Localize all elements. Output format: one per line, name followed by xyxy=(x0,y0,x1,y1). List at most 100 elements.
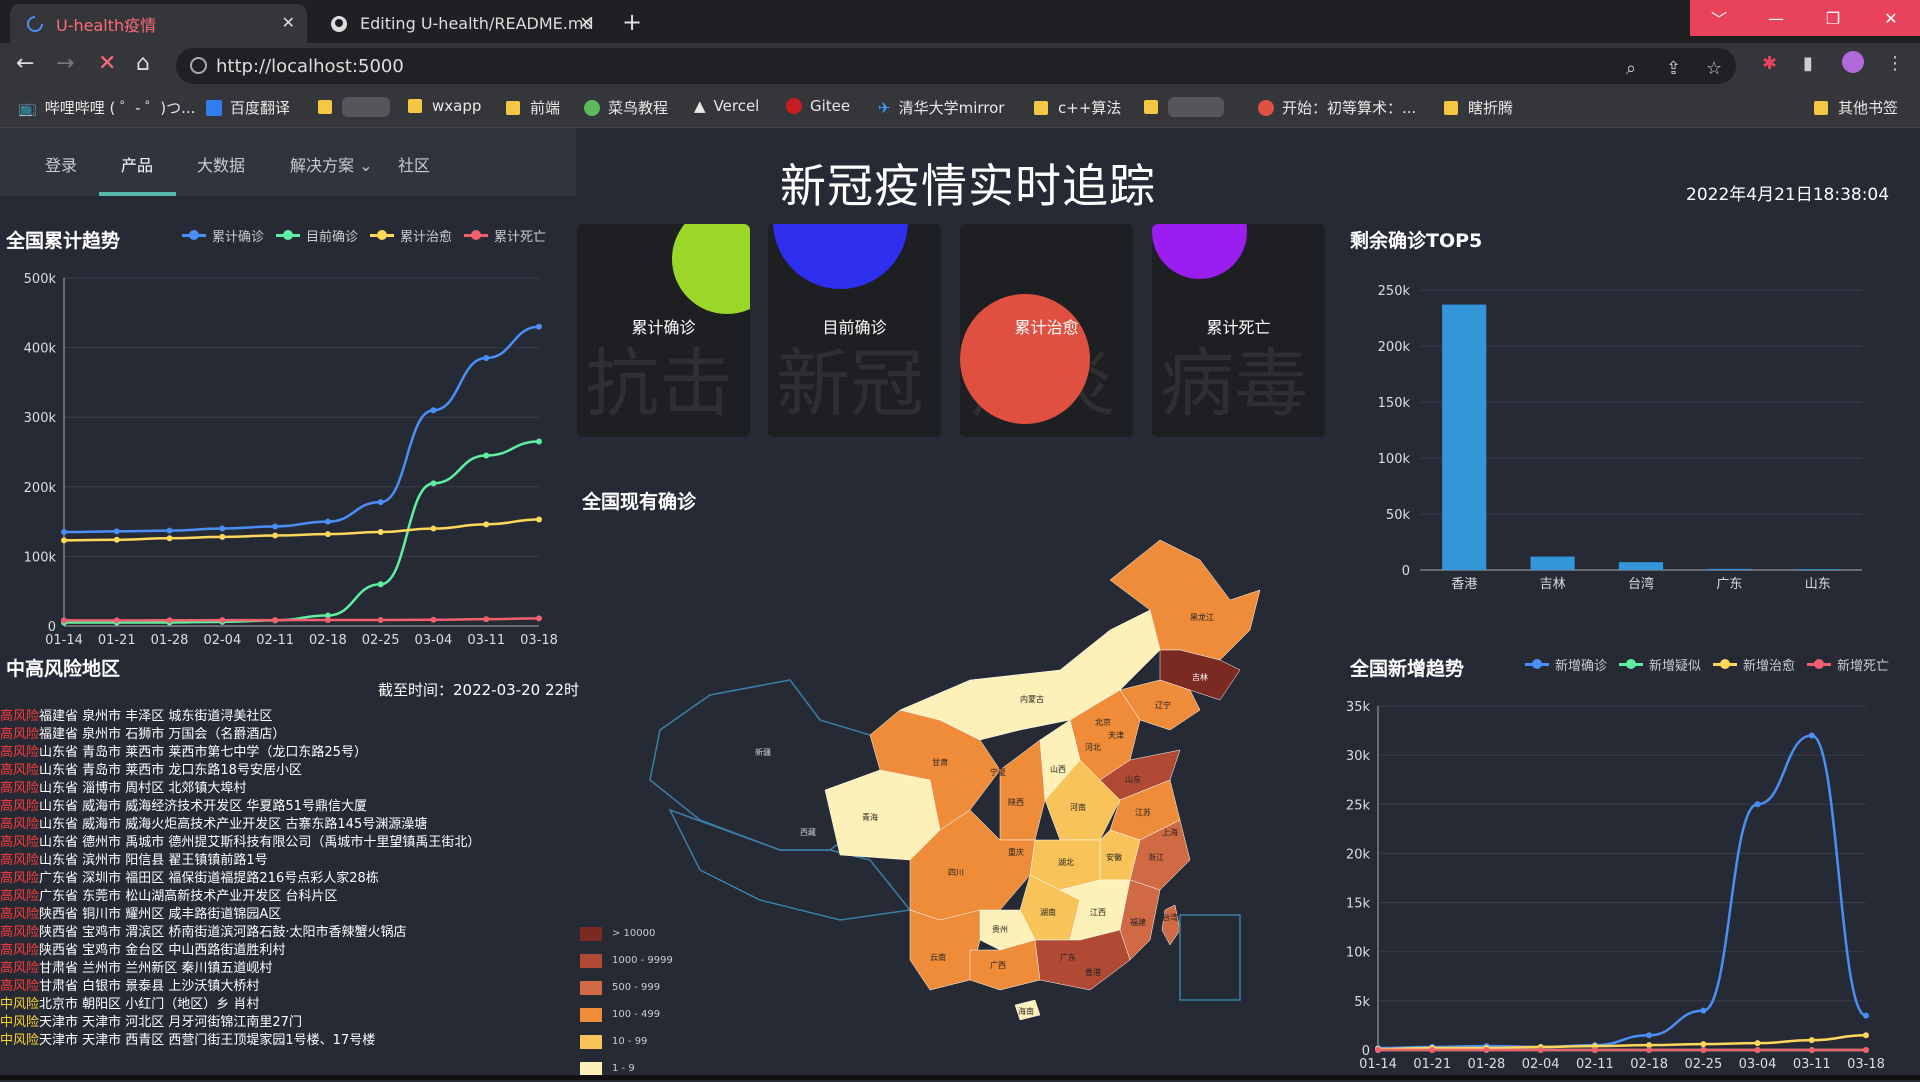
info-icon[interactable] xyxy=(190,57,207,74)
address-bar[interactable]: http://localhost:5000 ⌕ ⇪ ☆ xyxy=(176,48,1736,84)
x-tick-label: 山东 xyxy=(1805,577,1831,592)
map-title: 全国现有确诊 xyxy=(582,491,697,513)
bar[interactable] xyxy=(1530,556,1575,570)
legend-item[interactable]: 新增疑似 xyxy=(1619,655,1701,674)
province-qinghai[interactable] xyxy=(824,769,941,861)
bar[interactable] xyxy=(1442,304,1487,570)
tab-search-button[interactable]: ﹀ xyxy=(1690,0,1748,36)
home-icon[interactable]: ⌂ xyxy=(136,51,150,76)
data-point xyxy=(1863,1032,1869,1039)
bookmark-tinker[interactable]: 瞎折腾 xyxy=(1444,97,1513,118)
map-legend-item[interactable]: > 10000 xyxy=(580,920,673,947)
province-guangdong[interactable] xyxy=(1034,929,1131,991)
minimize-button[interactable]: — xyxy=(1747,0,1805,36)
province-inner-mongolia[interactable] xyxy=(899,609,1161,741)
map-legend-item[interactable]: 1 - 9 xyxy=(580,1055,673,1082)
south-china-sea-inset xyxy=(1179,914,1241,1001)
tab-github[interactable]: Editing U-health/README.md ✕ xyxy=(314,4,605,43)
risk-item: 中风险天津市 天津市 西青区 西营门街王顶堤家园1号楼、17号楼 xyxy=(0,1032,576,1050)
province-shaanxi[interactable] xyxy=(999,739,1046,841)
risk-level: 中风险 xyxy=(0,1015,40,1030)
bar[interactable] xyxy=(1707,568,1752,570)
stop-icon[interactable]: ✕ xyxy=(98,51,117,76)
label-guangxi: 广西 xyxy=(990,960,1006,970)
bookmark-bilibili[interactable]: 📺 哔哩哔哩 ( ゜- ゜)つ... xyxy=(18,98,196,118)
bar[interactable] xyxy=(1795,569,1840,570)
legend-item[interactable]: 新增确诊 xyxy=(1525,655,1607,674)
risk-item: 高风险福建省 泉州市 石狮市 万国会（名爵酒店） xyxy=(0,726,576,744)
bookmark-cpp-algo[interactable]: c++算法 xyxy=(1034,97,1121,118)
tab-u-health[interactable]: U-health疫情 ✕ xyxy=(10,4,307,43)
bookmark-runoob[interactable]: 菜鸟教程 xyxy=(584,97,668,118)
new-trend-chart: 0 5k 10k 15k 20k 25k 30k 35k 01-14 01-21 01-28 02-0… xyxy=(1346,700,1885,1070)
avatar[interactable] xyxy=(1842,51,1864,73)
stat-card: 新冠 目前确诊 xyxy=(768,224,941,437)
data-point xyxy=(219,617,226,624)
restore-button[interactable]: ❐ xyxy=(1804,0,1862,36)
legend-item[interactable]: 累计治愈 xyxy=(370,226,452,245)
y-tick-label: 100k xyxy=(1378,452,1411,467)
map-legend-item[interactable]: 1000 - 9999 xyxy=(580,947,673,974)
label-xinjiang: 新疆 xyxy=(755,747,771,757)
menu-item-product[interactable]: 产品 xyxy=(121,156,154,175)
bookmark-gitee[interactable]: Gitee xyxy=(786,97,850,115)
y-tick-label: 400k xyxy=(24,342,57,357)
legend-item[interactable]: 累计死亡 xyxy=(464,226,546,245)
card-label: 累计死亡 xyxy=(1206,318,1271,337)
bookmark-hidden-2[interactable] xyxy=(1144,97,1224,117)
bookmark-wxapp[interactable]: wxapp xyxy=(408,97,481,115)
china-map[interactable]: 新疆 西藏 青海 甘肃 内蒙古 黑龙江 吉林 辽宁 北京 天津 河北 山西 陕西… xyxy=(640,520,1280,1020)
label-jilin: 吉林 xyxy=(1192,672,1208,682)
label-yunnan: 云南 xyxy=(930,952,946,962)
close-icon[interactable]: ✕ xyxy=(579,13,593,32)
risk-item: 高风险广东省 东莞市 松山湖高新技术产业开发区 台科片区 xyxy=(0,888,576,906)
province-hainan[interactable] xyxy=(1014,999,1041,1020)
bookmark-baidu-translate[interactable]: 百度翻译 xyxy=(206,97,290,118)
card-watermark: 抗击 xyxy=(585,341,733,427)
map-legend-item[interactable]: 100 - 499 xyxy=(580,1001,673,1028)
bookmark-hidden-1[interactable] xyxy=(318,97,390,117)
x-tick-label: 02-04 xyxy=(203,633,241,648)
risk-list[interactable]: 高风险福建省 泉州市 丰泽区 城东街道浔美社区 高风险福建省 泉州市 石狮市 万国… xyxy=(0,708,576,1052)
zoom-icon[interactable]: ⌕ xyxy=(1626,58,1637,79)
extensions-icon[interactable]: ✱ xyxy=(1762,53,1778,74)
bookmark-arithmetic[interactable]: 开始：初等算术：... xyxy=(1258,97,1416,118)
close-window-button[interactable]: ✕ xyxy=(1862,0,1920,36)
star-icon[interactable]: ☆ xyxy=(1706,58,1723,79)
province-zhejiang[interactable] xyxy=(1129,819,1191,891)
data-point xyxy=(219,525,226,532)
sidebar-icon[interactable]: ▮ xyxy=(1803,53,1813,74)
new-tab-button[interactable]: + xyxy=(622,8,643,36)
bookmark-frontend[interactable]: 前端 xyxy=(506,97,560,118)
menu-item-solutions[interactable]: 解决方案 ⌄ xyxy=(290,156,373,175)
legend-item[interactable]: 新增治愈 xyxy=(1713,655,1795,674)
province-taiwan[interactable] xyxy=(1161,904,1181,946)
province-heilongjiang[interactable] xyxy=(1109,539,1261,661)
legend-item[interactable]: 目前确诊 xyxy=(276,226,358,245)
data-point xyxy=(536,438,542,445)
menu-item-bigdata[interactable]: 大数据 xyxy=(197,156,246,175)
legend-item[interactable]: 新增死亡 xyxy=(1807,655,1889,674)
legend-item[interactable]: 累计确诊 xyxy=(182,226,264,245)
province-yunnan[interactable] xyxy=(909,909,981,991)
label-jiangxi: 江西 xyxy=(1090,908,1106,917)
menu-item-community[interactable]: 社区 xyxy=(398,156,431,175)
bookmark-tsinghua-mirror[interactable]: ✈ 清华大学mirror xyxy=(878,98,1005,118)
share-icon[interactable]: ⇪ xyxy=(1666,58,1682,79)
forward-icon[interactable]: → xyxy=(56,51,75,76)
trend-legend: 累计确诊 目前确诊 累计治愈 累计死亡 xyxy=(182,226,558,245)
bookmark-other[interactable]: 其他书签 xyxy=(1814,97,1898,118)
bookmark-vercel[interactable]: ▲ Vercel xyxy=(694,97,760,115)
data-point xyxy=(430,525,437,532)
map-legend-item[interactable]: 10 - 99 xyxy=(580,1028,673,1055)
back-icon[interactable]: ← xyxy=(16,51,35,76)
active-menu-indicator xyxy=(99,192,176,196)
map-legend-item[interactable]: 500 - 999 xyxy=(580,974,673,1001)
menu-item-login[interactable]: 登录 xyxy=(45,156,78,175)
bar[interactable] xyxy=(1618,562,1664,570)
menu-icon[interactable]: ⋮ xyxy=(1886,53,1904,74)
close-icon[interactable]: ✕ xyxy=(281,13,295,32)
label-hebei: 河北 xyxy=(1085,742,1101,752)
label-hunan: 湖南 xyxy=(1040,907,1056,917)
risk-location: 山东省 威海市 威海火炬高技术产业开发区 古寨东路145号渊源澡塘 xyxy=(39,817,428,832)
